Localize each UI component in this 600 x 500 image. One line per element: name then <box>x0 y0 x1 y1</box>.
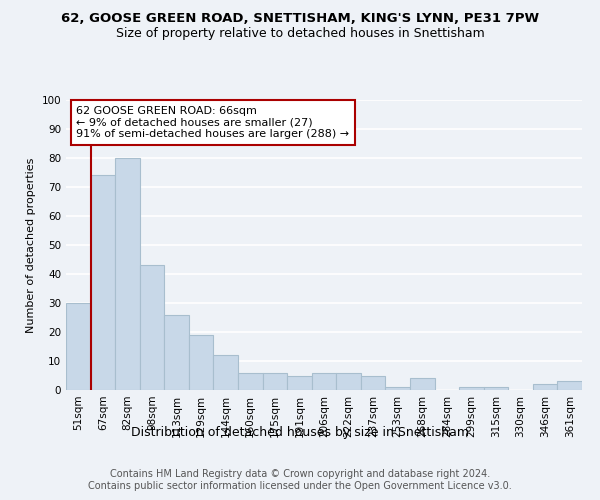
Bar <box>115 158 140 390</box>
Bar <box>361 376 385 390</box>
Bar <box>189 335 214 390</box>
Text: Contains HM Land Registry data © Crown copyright and database right 2024.
Contai: Contains HM Land Registry data © Crown c… <box>88 469 512 491</box>
Bar <box>410 378 434 390</box>
Bar <box>533 384 557 390</box>
Text: 62 GOOSE GREEN ROAD: 66sqm
← 9% of detached houses are smaller (27)
91% of semi-: 62 GOOSE GREEN ROAD: 66sqm ← 9% of detac… <box>76 106 349 139</box>
Bar <box>459 387 484 390</box>
Bar <box>214 355 238 390</box>
Y-axis label: Number of detached properties: Number of detached properties <box>26 158 36 332</box>
Bar <box>312 372 336 390</box>
Bar <box>557 382 582 390</box>
Bar <box>238 372 263 390</box>
Bar <box>336 372 361 390</box>
Bar <box>140 266 164 390</box>
Bar <box>263 372 287 390</box>
Bar <box>66 303 91 390</box>
Text: 62, GOOSE GREEN ROAD, SNETTISHAM, KING'S LYNN, PE31 7PW: 62, GOOSE GREEN ROAD, SNETTISHAM, KING'S… <box>61 12 539 26</box>
Bar <box>484 387 508 390</box>
Text: Distribution of detached houses by size in Snettisham: Distribution of detached houses by size … <box>131 426 469 439</box>
Bar <box>164 314 189 390</box>
Text: Size of property relative to detached houses in Snettisham: Size of property relative to detached ho… <box>116 28 484 40</box>
Bar <box>91 176 115 390</box>
Bar <box>287 376 312 390</box>
Bar <box>385 387 410 390</box>
